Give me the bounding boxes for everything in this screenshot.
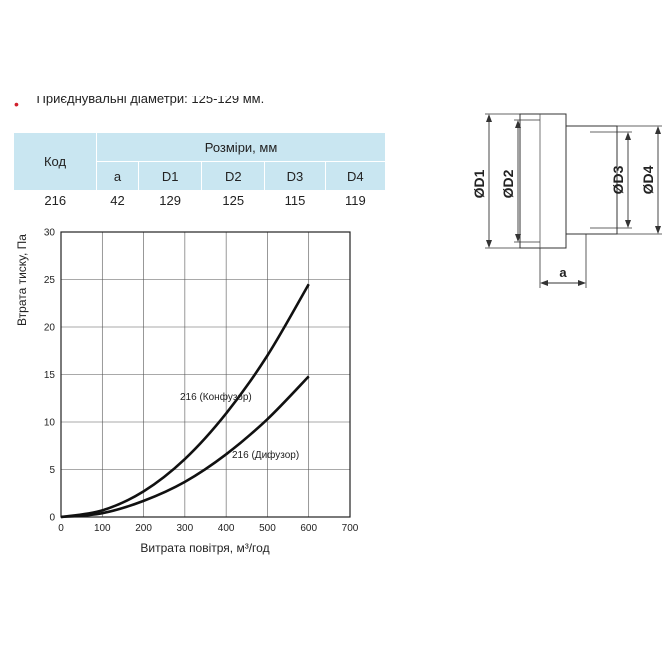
dimension-label-d4: ØD4 bbox=[640, 165, 656, 194]
x-tick-label: 600 bbox=[300, 523, 317, 534]
arrow-icon bbox=[578, 280, 586, 286]
arrow-icon bbox=[540, 280, 548, 286]
chart-grid bbox=[61, 232, 350, 517]
dimensions-header: Розміри, мм bbox=[96, 133, 386, 162]
cell-d3: 115 bbox=[284, 192, 306, 208]
x-tick-label: 700 bbox=[342, 523, 359, 534]
col-header-d3: D3 bbox=[264, 161, 326, 191]
reducer-large-body bbox=[519, 113, 567, 249]
col-header-d1: D1 bbox=[138, 161, 203, 191]
plot-frame bbox=[60, 231, 351, 518]
arrow-icon bbox=[515, 234, 521, 242]
y-tick-label: 5 bbox=[49, 465, 55, 476]
connection-diameters-note: • Приєднувальні діаметри: 125-129 мм. bbox=[14, 96, 434, 116]
dimension-label-d1: ØD1 bbox=[471, 169, 487, 198]
y-axis-label: Втрата тиску, Па bbox=[15, 234, 29, 326]
y-tick-label: 0 bbox=[49, 513, 55, 524]
y-tick-label: 20 bbox=[44, 323, 56, 334]
arrow-icon bbox=[655, 226, 661, 234]
x-tick-label: 100 bbox=[94, 523, 111, 534]
reducer-drawing: ØD1 ØD2 ØD3 ØD4 a bbox=[471, 113, 662, 288]
series-line-konfuzor bbox=[60, 283, 310, 519]
cell-d4: 119 bbox=[344, 192, 366, 208]
x-tick-label: 300 bbox=[177, 523, 194, 534]
arrow-icon bbox=[655, 126, 661, 134]
col-header-d4: D4 bbox=[325, 161, 387, 191]
table-subheader-row: a D1 D2 D3 D4 bbox=[14, 161, 387, 191]
series-label-konfuzor: 216 (Конфузор) bbox=[180, 391, 252, 403]
arrow-icon bbox=[486, 114, 492, 122]
reducer-small-pipe bbox=[564, 125, 618, 235]
x-axis-label: Витрата повітря, м³/год bbox=[140, 541, 269, 555]
arrow-icon bbox=[486, 240, 492, 248]
dimension-label-d3: ØD3 bbox=[610, 165, 626, 194]
chart-series bbox=[60, 283, 310, 519]
cell-d1: 129 bbox=[159, 192, 181, 208]
dimension-label-d2: ØD2 bbox=[500, 169, 516, 198]
bullet-icon: • bbox=[14, 96, 19, 112]
arrow-icon bbox=[625, 132, 631, 140]
x-tick-label: 400 bbox=[218, 523, 235, 534]
y-tick-label: 25 bbox=[44, 275, 56, 286]
arrow-icon bbox=[625, 220, 631, 228]
y-tick-label: 10 bbox=[44, 418, 56, 429]
table-row: 216 42 129 125 115 119 bbox=[14, 191, 386, 210]
dimensions-table: Код Розміри, мм a D1 D2 D3 D4 216 42 129… bbox=[14, 133, 387, 210]
cell-code: 216 bbox=[44, 192, 67, 208]
series-line-dyfuzor bbox=[60, 375, 310, 519]
chart-ticks: 0 100 200 300 400 500 600 700 0 5 10 15 20 25 30 bbox=[44, 228, 359, 535]
x-tick-label: 500 bbox=[259, 523, 276, 534]
series-label-dyfuzor: 216 (Дифузор) bbox=[232, 449, 299, 461]
arrow-icon bbox=[515, 120, 521, 128]
y-tick-label: 30 bbox=[44, 228, 56, 239]
cell-d2: 125 bbox=[222, 192, 245, 208]
table-header-row: Код Розміри, мм bbox=[14, 133, 386, 191]
col-header-d2: D2 bbox=[201, 161, 266, 191]
x-tick-label: 200 bbox=[135, 523, 152, 534]
x-tick-label: 0 bbox=[58, 523, 64, 534]
note-text: Приєднувальні діаметри: 125-129 мм. bbox=[36, 96, 265, 106]
cell-a: 42 bbox=[110, 192, 125, 208]
y-tick-label: 15 bbox=[44, 370, 56, 381]
code-header: Код bbox=[14, 133, 97, 191]
col-header-a: a bbox=[96, 161, 140, 191]
dimension-label-a: a bbox=[559, 265, 567, 280]
